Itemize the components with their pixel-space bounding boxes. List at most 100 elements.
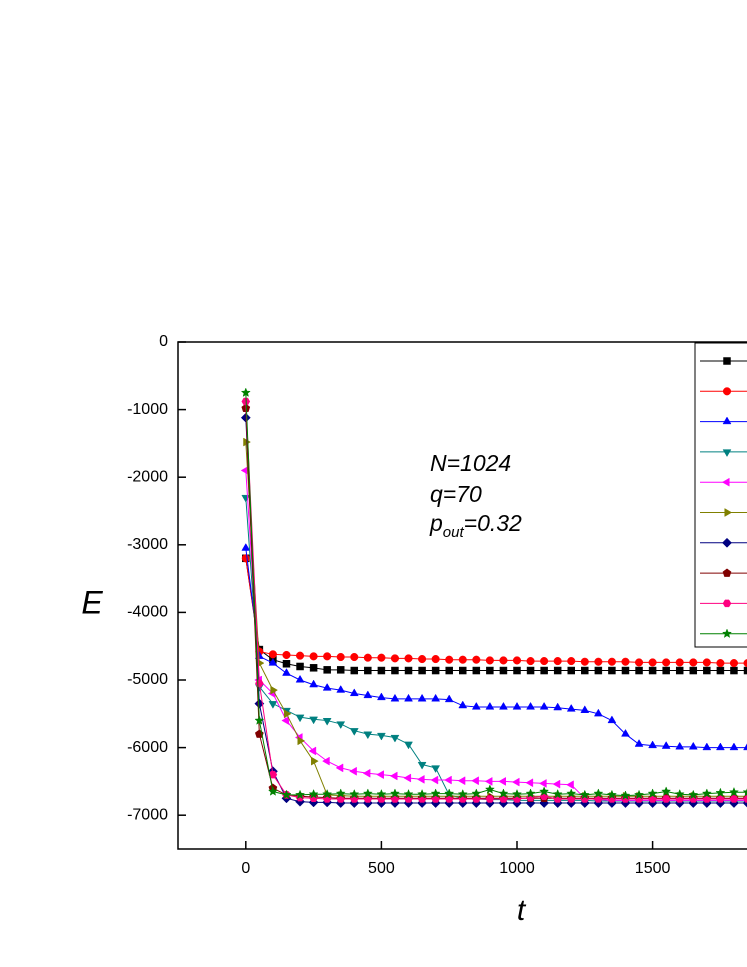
marker	[472, 655, 481, 664]
marker	[295, 651, 305, 660]
marker	[254, 698, 265, 709]
marker	[608, 666, 616, 675]
marker	[295, 714, 305, 723]
marker	[431, 693, 441, 702]
marker	[349, 795, 359, 803]
marker	[308, 788, 319, 799]
marker	[553, 666, 562, 675]
marker	[730, 666, 738, 675]
x-tick-label: 1500	[635, 860, 671, 877]
marker	[377, 666, 386, 675]
y-tick-label: -5000	[127, 671, 168, 688]
marker	[566, 703, 576, 712]
marker	[728, 786, 739, 797]
marker	[647, 788, 658, 798]
marker	[389, 788, 400, 798]
marker	[552, 779, 561, 789]
marker	[526, 657, 535, 666]
x-tick-label: 500	[368, 860, 395, 877]
marker	[309, 664, 318, 672]
marker	[430, 788, 441, 798]
marker	[498, 776, 506, 786]
marker	[553, 702, 563, 711]
marker	[648, 795, 657, 803]
marker	[721, 628, 733, 638]
marker	[485, 701, 495, 710]
marker	[498, 788, 509, 798]
marker	[742, 788, 747, 797]
marker	[255, 679, 264, 688]
marker	[404, 666, 413, 675]
marker	[594, 666, 603, 675]
marker	[350, 666, 359, 675]
marker	[486, 666, 494, 675]
marker	[689, 666, 698, 675]
marker	[701, 788, 712, 798]
marker	[254, 715, 265, 725]
marker	[416, 774, 425, 784]
marker	[404, 795, 413, 803]
marker	[621, 728, 630, 737]
marker	[472, 666, 481, 675]
plot-frame	[177, 341, 747, 850]
y-axis-label: E	[81, 584, 103, 620]
marker	[377, 795, 386, 803]
marker	[309, 679, 319, 688]
marker	[539, 792, 549, 800]
marker	[553, 657, 562, 666]
marker	[417, 788, 428, 799]
marker	[458, 655, 467, 664]
marker	[566, 795, 576, 803]
marker	[634, 789, 645, 800]
marker	[513, 666, 521, 675]
marker	[268, 770, 278, 779]
marker	[540, 657, 549, 666]
marker	[648, 740, 658, 749]
marker	[459, 666, 467, 675]
marker	[322, 788, 333, 799]
marker	[580, 705, 590, 713]
marker	[295, 789, 306, 800]
marker	[241, 494, 251, 503]
marker	[418, 654, 427, 664]
marker	[282, 650, 291, 660]
series-line	[245, 442, 747, 797]
marker	[661, 795, 671, 803]
marker	[403, 773, 412, 783]
marker	[593, 788, 604, 798]
marker	[484, 776, 493, 786]
marker	[621, 657, 630, 666]
y-tick-label: 0	[159, 333, 168, 350]
marker	[580, 657, 589, 666]
marker	[593, 708, 603, 717]
marker	[404, 693, 413, 702]
marker	[716, 666, 725, 675]
marker	[322, 756, 330, 766]
marker	[391, 666, 399, 675]
marker	[743, 743, 747, 751]
marker	[362, 768, 371, 778]
marker	[323, 652, 332, 661]
marker	[268, 650, 277, 659]
marker	[431, 765, 441, 773]
marker	[499, 701, 508, 710]
marker	[417, 693, 427, 702]
marker	[689, 658, 698, 667]
marker	[430, 775, 439, 785]
marker	[363, 690, 373, 699]
marker	[336, 685, 346, 693]
x-axis-label: t	[517, 894, 527, 927]
marker	[579, 789, 590, 800]
marker	[281, 789, 292, 800]
marker	[241, 543, 251, 551]
annotation: N=1024	[430, 450, 511, 476]
marker	[567, 666, 575, 675]
marker	[322, 718, 332, 726]
marker	[376, 732, 386, 741]
marker	[743, 795, 747, 803]
marker	[722, 449, 732, 458]
marker	[688, 741, 698, 750]
marker	[457, 776, 466, 786]
